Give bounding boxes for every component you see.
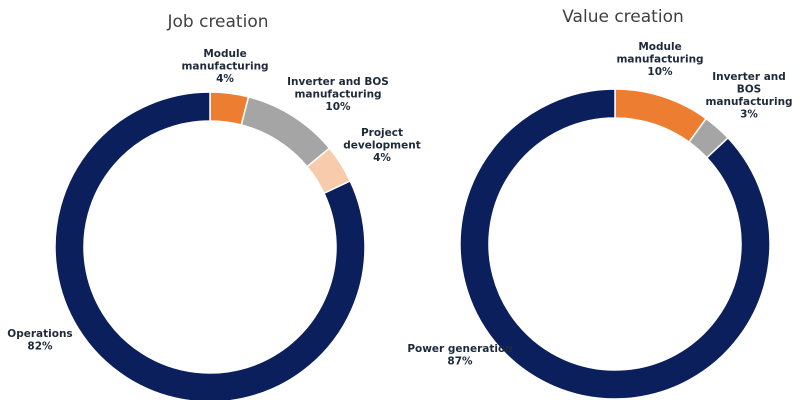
donut-slice bbox=[54, 91, 366, 400]
donut-slice bbox=[240, 95, 331, 168]
slice-label: Module manufacturing 4% bbox=[181, 48, 268, 85]
slice-label: Inverter and BOS manufacturing 3% bbox=[705, 71, 792, 121]
chart-title: Job creation bbox=[166, 12, 268, 32]
chart-title: Value creation bbox=[562, 7, 684, 27]
donut-slice bbox=[459, 88, 771, 400]
donut-chart-1: Job creation Module manufacturing 4% Inverte… bbox=[7, 12, 421, 400]
slice-label: Module manufacturing 10% bbox=[616, 41, 703, 78]
donut-chart-2: Value creation Module manufacturing 10% Inve… bbox=[407, 7, 793, 400]
slice-label: Power generation 87% bbox=[407, 343, 512, 368]
slice-label: Operations 82% bbox=[7, 328, 72, 353]
slice-label: Project development 4% bbox=[343, 127, 421, 164]
slice-label: Inverter and BOS manufacturing 10% bbox=[287, 76, 389, 113]
donut-slice bbox=[614, 88, 708, 144]
